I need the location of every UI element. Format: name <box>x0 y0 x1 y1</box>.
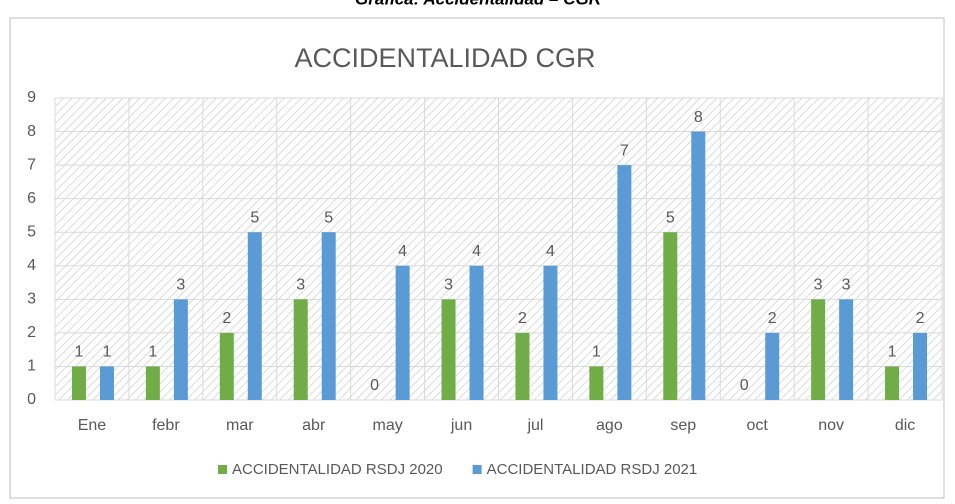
y-tick-label: 9 <box>27 89 36 106</box>
data-label: 7 <box>620 142 629 159</box>
x-tick-label: may <box>373 417 403 434</box>
bar <box>173 299 188 400</box>
data-label: 5 <box>324 209 333 226</box>
y-tick-label: 5 <box>27 223 36 240</box>
x-tick-label: Ene <box>78 417 107 434</box>
data-label: 3 <box>296 277 305 294</box>
x-tick-label: jul <box>526 417 543 434</box>
x-tick-label: jun <box>450 417 472 434</box>
data-label: 2 <box>518 310 527 327</box>
bar <box>469 265 484 400</box>
bar <box>395 265 410 400</box>
bar <box>321 232 336 400</box>
x-tick-label: oct <box>747 417 769 434</box>
bar <box>247 232 262 400</box>
x-tick-label: nov <box>818 417 844 434</box>
data-label: 1 <box>888 344 897 361</box>
legend-swatch <box>472 465 482 474</box>
data-label: 5 <box>666 209 675 226</box>
legend-swatch <box>218 465 227 474</box>
bar <box>543 265 558 400</box>
y-tick-label: 7 <box>27 156 36 173</box>
bar <box>589 366 604 400</box>
bar <box>617 165 632 400</box>
bar <box>811 299 826 400</box>
data-label: 3 <box>444 277 453 294</box>
data-label: 0 <box>740 377 749 394</box>
data-label: 4 <box>398 243 407 260</box>
data-label: 1 <box>103 344 112 361</box>
y-tick-label: 6 <box>27 190 36 207</box>
bar <box>219 332 234 400</box>
legend-label: ACCIDENTALIDAD RSDJ 2021 <box>487 461 698 478</box>
x-tick-label: mar <box>226 417 254 434</box>
y-tick-label: 4 <box>27 257 36 274</box>
bar <box>885 366 900 400</box>
y-tick-label: 3 <box>27 291 36 308</box>
data-label: 1 <box>148 344 157 361</box>
bar <box>441 299 456 400</box>
data-label: 3 <box>814 277 823 294</box>
bar <box>145 366 160 400</box>
data-label: 2 <box>768 310 777 327</box>
data-label: 8 <box>694 109 703 126</box>
x-tick-label: febr <box>152 417 180 434</box>
data-label: 4 <box>472 243 481 260</box>
x-tick-label: ago <box>596 417 623 434</box>
legend-label: ACCIDENTALIDAD RSDJ 2020 <box>232 461 443 478</box>
bar <box>99 366 114 400</box>
x-tick-label: sep <box>670 417 696 434</box>
x-tick-label: abr <box>302 417 326 434</box>
bar <box>839 299 854 400</box>
data-label: 2 <box>222 310 231 327</box>
bar <box>691 131 706 401</box>
data-label: 4 <box>546 243 555 260</box>
data-label: 1 <box>75 344 84 361</box>
data-label: 1 <box>592 344 601 361</box>
data-label: 2 <box>916 310 925 327</box>
bar <box>663 232 678 400</box>
bar <box>293 299 308 400</box>
data-label: 3 <box>842 277 851 294</box>
y-tick-label: 1 <box>27 358 36 375</box>
y-tick-label: 0 <box>27 391 36 408</box>
bar <box>71 366 86 400</box>
data-label: 3 <box>176 277 185 294</box>
y-tick-label: 2 <box>27 324 36 341</box>
data-label: 5 <box>250 209 259 226</box>
bar <box>765 332 780 400</box>
chart-title: ACCIDENTALIDAD CGR <box>294 43 595 73</box>
bar <box>913 332 928 400</box>
x-tick-label: dic <box>895 417 915 434</box>
y-tick-label: 8 <box>27 123 36 140</box>
page-header: Gráfica: Accidentalidad – CGR <box>355 0 602 8</box>
data-label: 0 <box>370 377 379 394</box>
bar <box>515 332 530 400</box>
